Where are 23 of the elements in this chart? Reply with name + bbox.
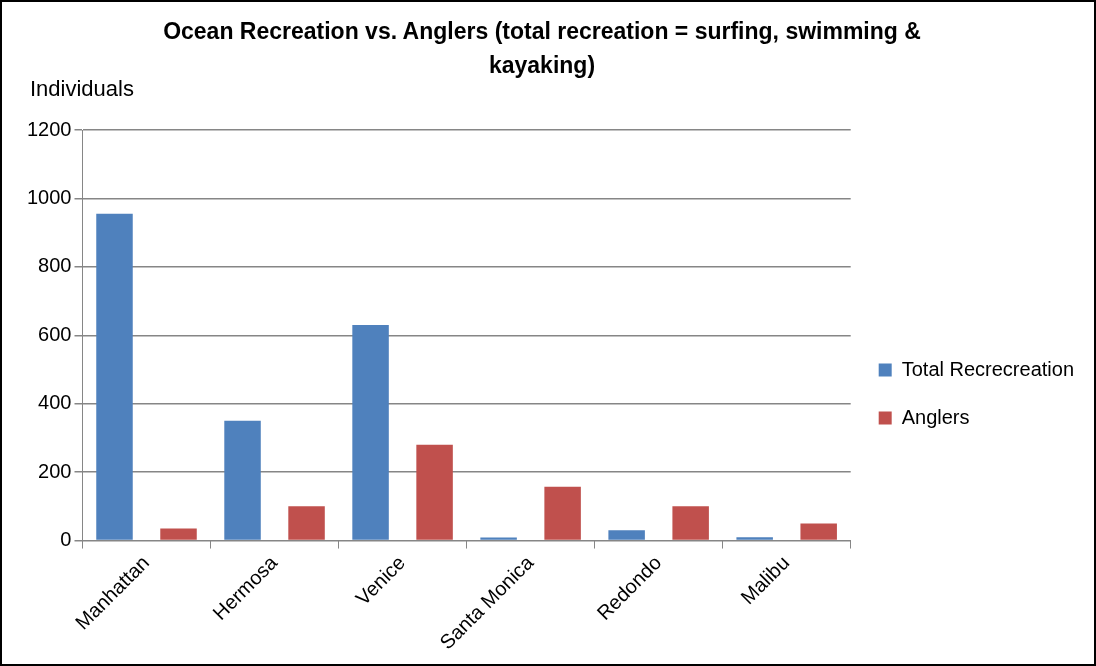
y-tick-label: 800	[38, 254, 72, 277]
y-tick-label: 1000	[26, 185, 72, 208]
bar	[544, 486, 581, 540]
bar	[224, 420, 261, 540]
y-tick-label: 0	[60, 528, 72, 551]
bar	[480, 537, 517, 540]
bar	[800, 523, 837, 540]
bar	[352, 325, 389, 540]
bar	[416, 444, 453, 540]
y-tick-label: 600	[38, 322, 72, 345]
bar	[608, 530, 645, 540]
bar	[672, 506, 709, 540]
chart-title: Ocean Recreation vs. Anglers (total recreation = surfing, swimming & kayaking)	[162, 17, 922, 80]
bar	[96, 213, 133, 540]
bar	[736, 537, 773, 540]
bar	[288, 506, 325, 540]
y-tick-label: 1200	[26, 117, 72, 140]
y-axis-title: Individuals	[30, 76, 134, 102]
legend-label: Total Recrecreation	[901, 357, 1075, 380]
y-tick-label: 200	[38, 459, 72, 482]
bar	[160, 528, 197, 540]
y-tick-label: 400	[38, 391, 72, 414]
legend-label: Anglers	[901, 405, 970, 428]
